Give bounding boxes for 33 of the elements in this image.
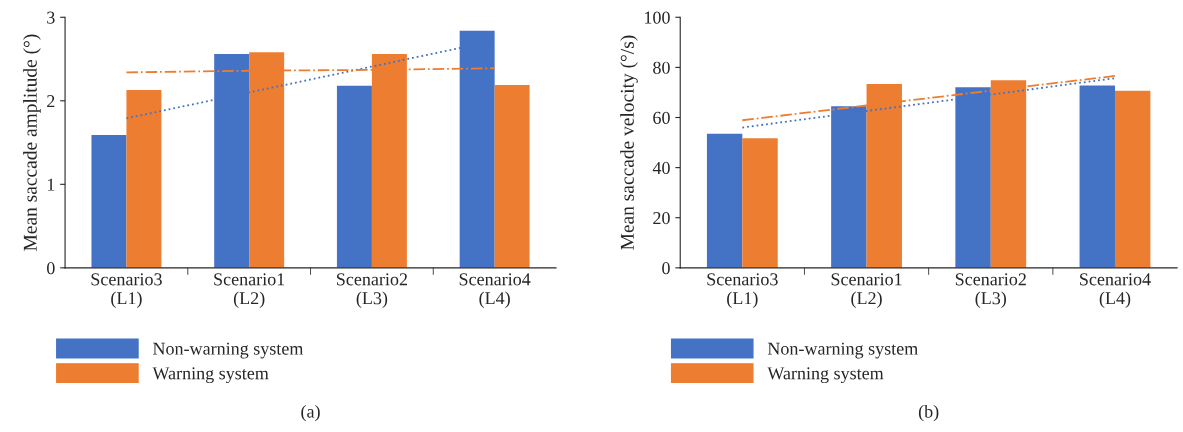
text: (a) — [301, 404, 320, 422]
x-tick-label: Scenario4 (L4) — [1080, 273, 1151, 308]
x-tick-label: Scenario3 (L1) — [707, 273, 778, 308]
y-axis-title: Mean saccade amplitude (°) — [23, 34, 41, 251]
y-tick-label: 0 — [47, 262, 55, 275]
bar — [91, 135, 127, 268]
y-axis-title: Mean saccade velocity (°/s) — [620, 35, 638, 250]
x-tick-label: Scenario2 (L3) — [337, 273, 408, 308]
bar — [336, 85, 372, 268]
legend-label: Non-warning system — [152, 342, 304, 359]
y-tick-label: 40 — [652, 161, 670, 175]
x-tick-label: Scenario3 (L1) — [91, 273, 162, 308]
y-tick-label: 60 — [653, 111, 670, 124]
x-tick-label: Scenario1 (L2) — [214, 273, 285, 308]
x-tick-label: Scenario1 (L2) — [831, 273, 902, 308]
y-tick-label: 20 — [653, 211, 670, 225]
legend-label: Non-warning system — [767, 342, 918, 359]
bar — [1114, 90, 1151, 268]
x-tick-label: Scenario2 (L3) — [955, 273, 1026, 308]
y-tick-label: 1 — [47, 178, 55, 191]
bar — [126, 89, 162, 268]
y-tick-label: 3 — [47, 11, 55, 24]
text: (b) — [918, 404, 939, 422]
bar — [494, 84, 530, 268]
bar — [706, 133, 743, 268]
legend-label: Warning system — [152, 367, 269, 384]
y-tick-label: 0 — [662, 262, 670, 275]
y-tick-label: 2 — [47, 95, 55, 108]
y-tick-label: 100 — [645, 11, 670, 24]
bar — [742, 138, 778, 268]
x-tick-label: Scenario4 (L4) — [459, 273, 531, 308]
legend-label: Warning system — [767, 367, 884, 384]
y-tick-label: 80 — [653, 61, 670, 74]
